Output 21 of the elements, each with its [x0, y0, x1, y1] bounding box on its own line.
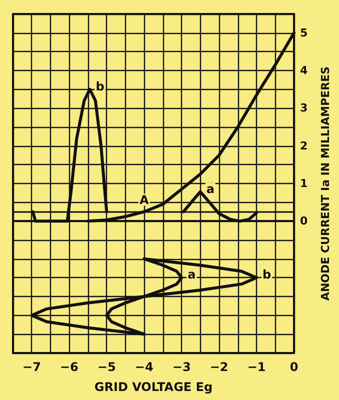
annotation: a [206, 182, 214, 196]
x-tick-label: 0 [290, 360, 298, 374]
x-axis-title: GRID VOLTAGE Eg [94, 380, 213, 394]
x-tick-label: −1 [247, 360, 266, 374]
x-tick-label: −4 [134, 360, 154, 374]
y-tick-label: 5 [300, 26, 308, 40]
y-tick-label: 2 [300, 139, 308, 152]
x-tick-label: −7 [22, 360, 41, 374]
x-tick-label: −2 [210, 360, 228, 374]
x-tick-label: −3 [172, 360, 191, 374]
y-tick-label: 1 [300, 177, 308, 190]
annotation: b [262, 268, 272, 282]
y-axis-title: ANODE CURRENT Ia IN MILLIAMPERES [319, 66, 332, 301]
y-tick-label: 0 [300, 214, 308, 228]
y-tick-label: 4 [300, 64, 308, 77]
y-tick-label: 3 [300, 102, 308, 115]
x-tick-label: −5 [97, 360, 116, 374]
annotation: A [139, 192, 150, 207]
x-tick-label: −6 [60, 360, 78, 374]
annotation: b [96, 79, 105, 94]
annotation: a [188, 268, 196, 282]
